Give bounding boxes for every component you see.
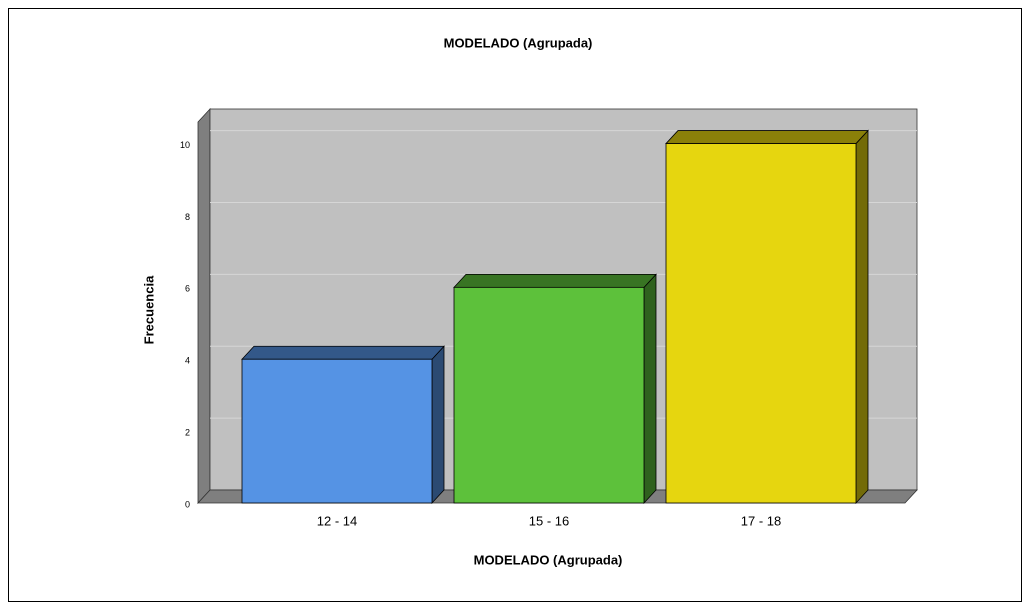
bar (453, 286, 645, 504)
bar-side (855, 129, 869, 505)
bar (241, 358, 433, 504)
y-tick-label: 4 (185, 356, 190, 366)
x-tick-label: 12 - 14 (317, 513, 357, 528)
y-tick-label: 2 (185, 427, 190, 437)
bar (665, 143, 857, 504)
y-tick-label: 10 (180, 140, 190, 150)
bar-side (643, 273, 657, 505)
y-tick-label: 6 (185, 284, 190, 294)
x-tick-label: 17 - 18 (741, 513, 781, 528)
bar-top (665, 130, 869, 144)
x-axis-label: MODELADO (Agrupada) (474, 552, 623, 567)
x-tick-label: 15 - 16 (529, 513, 569, 528)
bar-top (453, 273, 657, 288)
y-axis-label: Frecuencia (141, 275, 156, 344)
bar-side (431, 345, 445, 505)
chart-title: MODELADO (Agrupada) (444, 35, 593, 50)
left-wall (197, 107, 211, 505)
bar-top (241, 345, 445, 360)
y-tick-label: 0 (185, 499, 190, 509)
y-tick-label: 8 (185, 212, 190, 222)
